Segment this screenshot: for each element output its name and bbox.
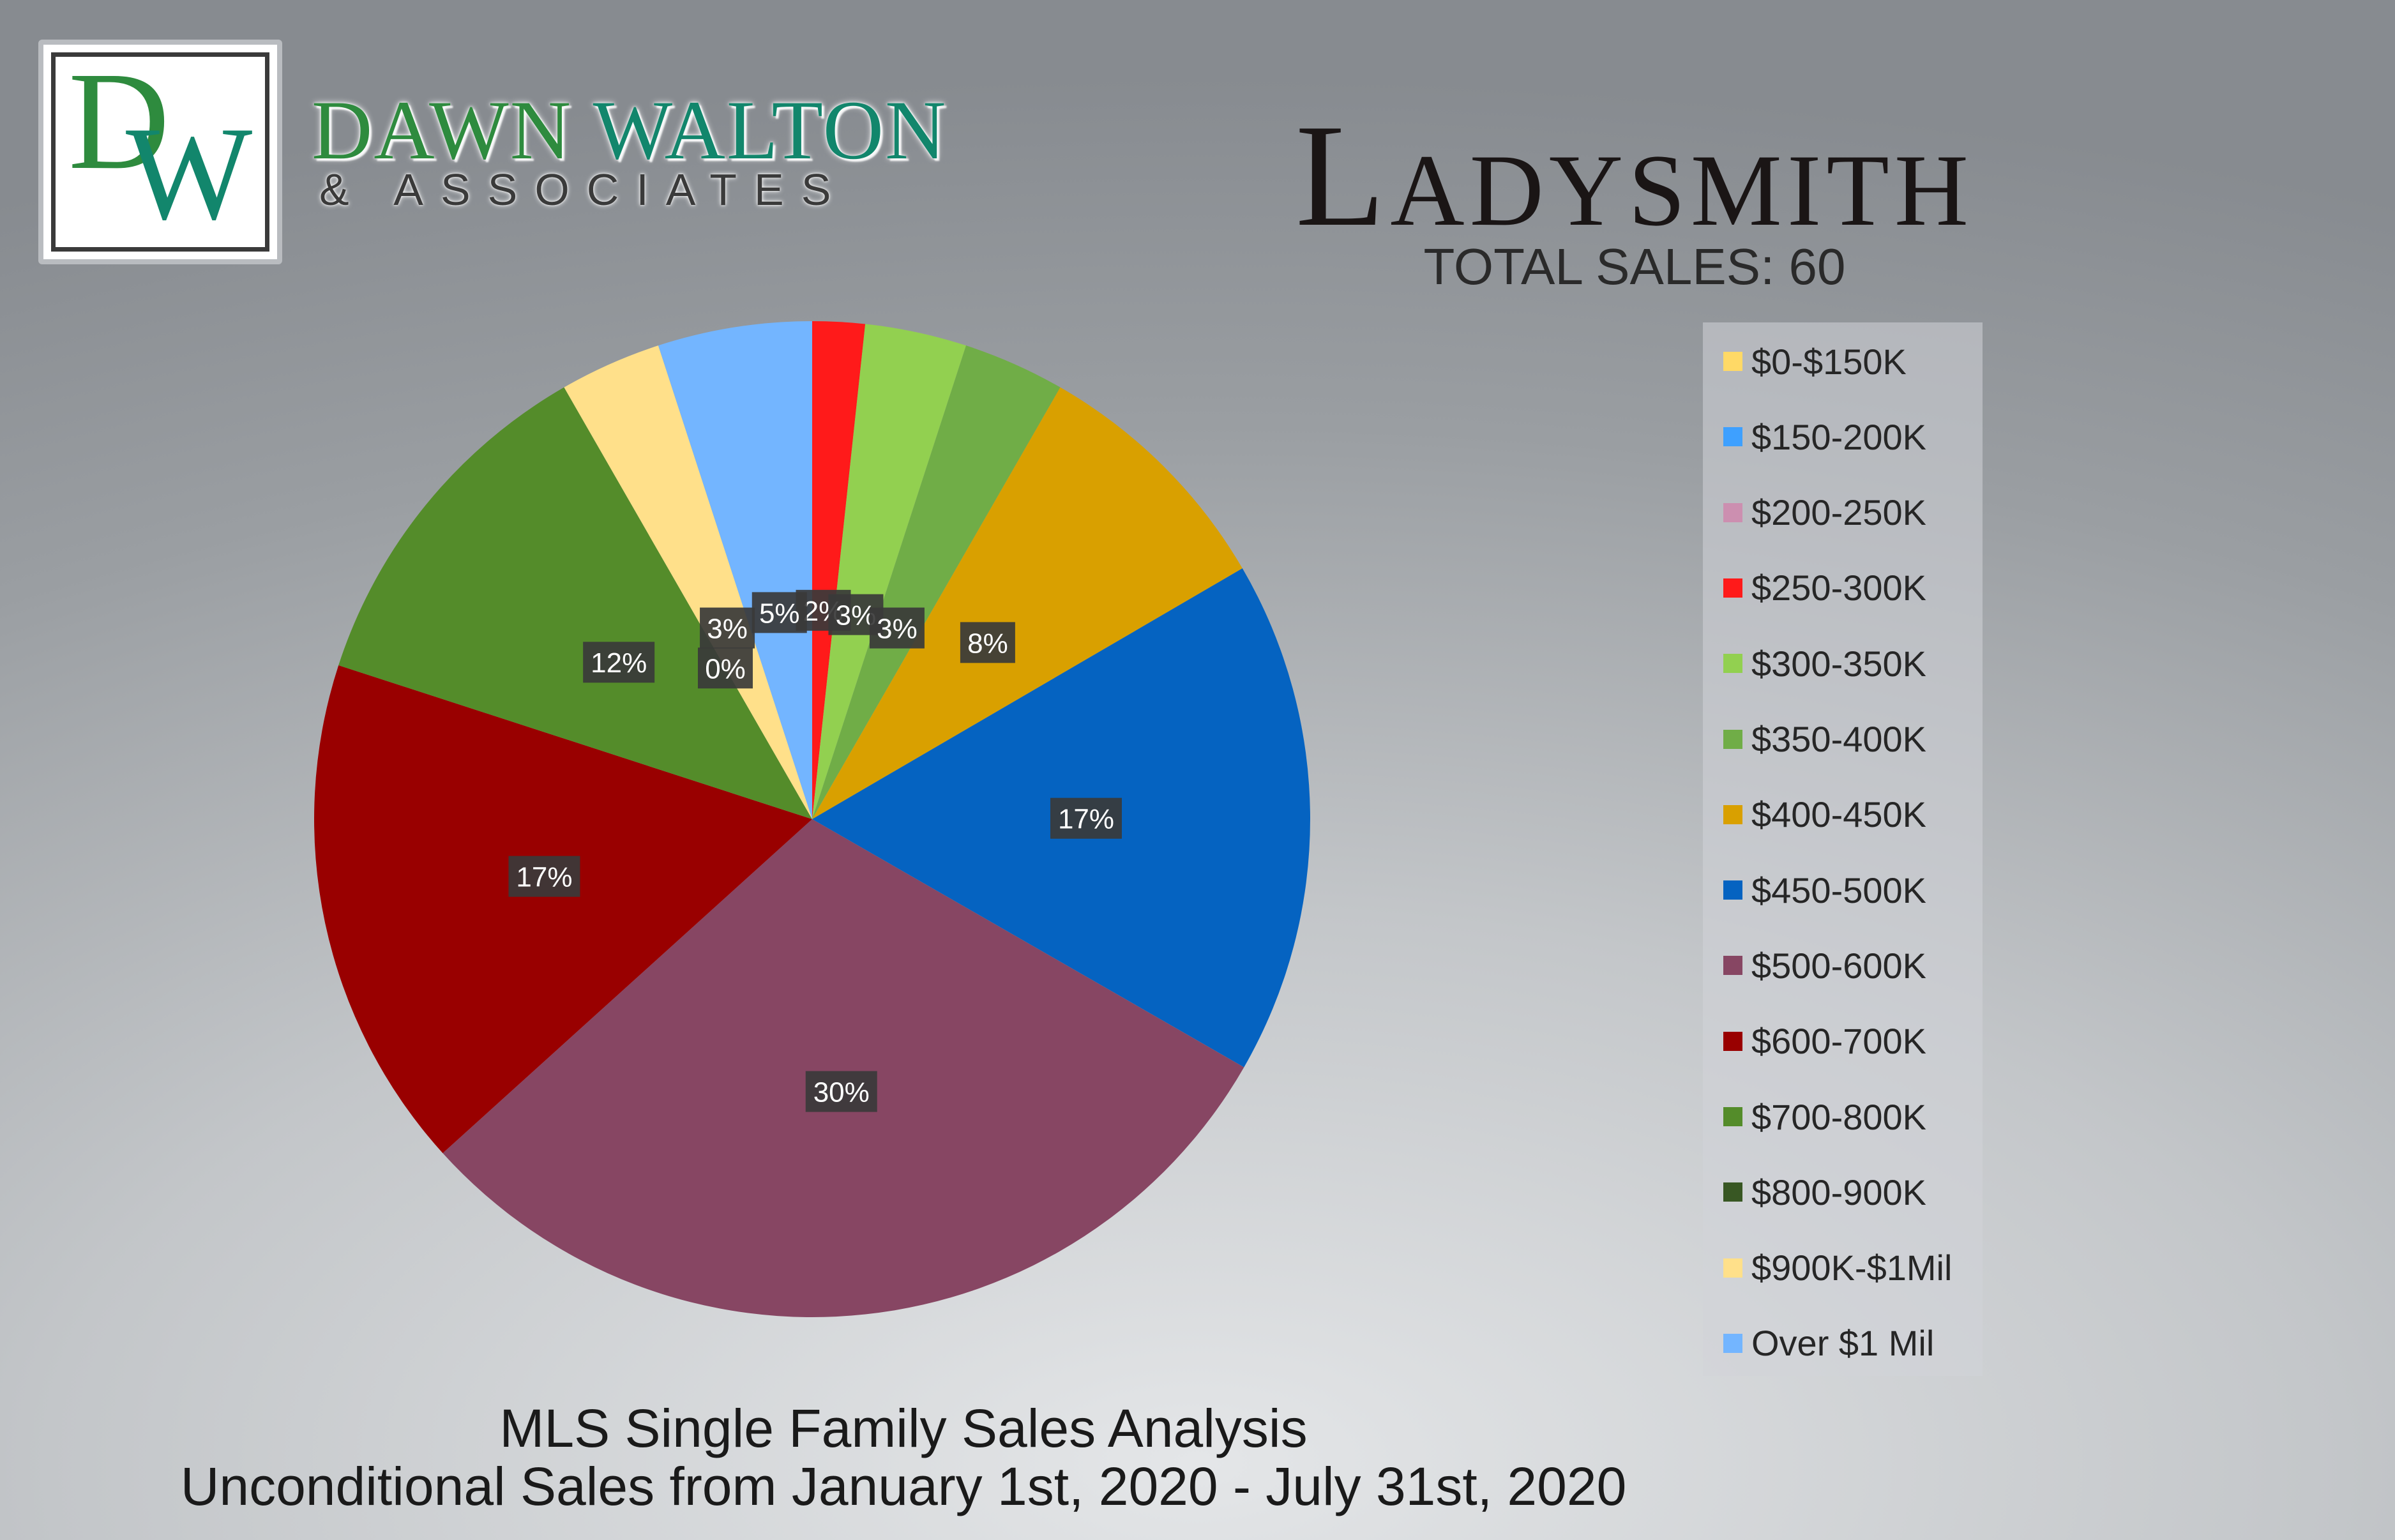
legend-item-700-800k: $700-800K bbox=[1723, 1094, 1926, 1139]
data-label-350-400k: 3% bbox=[869, 607, 925, 649]
legend-item-500-600k: $500-600K bbox=[1723, 943, 1926, 988]
pie-slice-300-350k bbox=[812, 324, 967, 819]
data-label-text: 12% bbox=[591, 647, 647, 679]
legend-swatch bbox=[1723, 352, 1742, 371]
data-label-text: 3% bbox=[836, 600, 877, 631]
legend-item-400-450k: $400-450K bbox=[1723, 792, 1926, 837]
legend-item-300-350k: $300-350K bbox=[1723, 641, 1926, 686]
data-label-text: 0% bbox=[705, 653, 746, 684]
data-label-700-800k: 12% bbox=[583, 642, 655, 683]
data-label-text: 17% bbox=[1058, 804, 1114, 835]
legend-label: $200-250K bbox=[1751, 492, 1927, 533]
legend-swatch bbox=[1723, 1182, 1742, 1202]
pie-slice-500-600k bbox=[442, 819, 1244, 1317]
data-label-text: 5% bbox=[759, 598, 800, 629]
data-label-500-600k: 30% bbox=[805, 1071, 877, 1112]
footer-title: MLS Single Family Sales Analysis bbox=[499, 1398, 1308, 1458]
legend-label: $800-900K bbox=[1751, 1172, 1927, 1212]
brand-tagline: & ASSOCIATES bbox=[319, 165, 849, 215]
pie-slice-400-450k bbox=[812, 387, 1243, 819]
legend-label: $700-800K bbox=[1751, 1096, 1927, 1137]
data-label-text: 17% bbox=[516, 862, 572, 893]
logo-monogram: D W bbox=[51, 52, 269, 252]
legend-swatch bbox=[1723, 654, 1742, 674]
legend-swatch bbox=[1723, 1333, 1742, 1353]
brand-name-last: WALTON bbox=[593, 83, 948, 177]
legend-swatch bbox=[1723, 1258, 1742, 1278]
legend-item-over-1-mil: Over $1 Mil bbox=[1723, 1321, 1934, 1366]
pie-slice-900k-1mil bbox=[564, 345, 812, 819]
chart-legend: $0-$150K $150-200K $200-250K $250-300K $300-… bbox=[1703, 322, 1983, 1376]
legend-item-250-300k: $250-300K bbox=[1723, 566, 1926, 610]
data-label-800-900k: 0% bbox=[697, 647, 753, 689]
data-label-600-700k: 17% bbox=[508, 856, 580, 897]
legend-label: $350-400K bbox=[1751, 719, 1927, 759]
pie-slice-350-400k bbox=[812, 345, 1061, 819]
total-sales: TOTAL SALES: 60 bbox=[1423, 238, 1846, 295]
data-label-box bbox=[697, 647, 753, 689]
legend-swatch bbox=[1723, 804, 1742, 824]
data-label-400-450k: 8% bbox=[960, 622, 1015, 663]
pie-slice-over-1-mil bbox=[658, 321, 812, 819]
logo-letter-w: W bbox=[126, 100, 253, 248]
legend-label: $400-450K bbox=[1751, 794, 1927, 835]
legend-swatch bbox=[1723, 880, 1742, 900]
legend-label: $150-200K bbox=[1751, 416, 1927, 457]
legend-swatch bbox=[1723, 956, 1742, 976]
data-label-450-500k: 17% bbox=[1050, 797, 1122, 839]
data-label-box bbox=[700, 607, 755, 649]
brand-name: DAWN WALTON bbox=[312, 88, 947, 172]
data-label-text: 3% bbox=[707, 614, 748, 645]
pie-slice-250-300k bbox=[812, 321, 866, 819]
data-label-box bbox=[508, 856, 580, 897]
legend-item-600-700k: $600-700K bbox=[1723, 1019, 1926, 1064]
legend-item-200-250k: $200-250K bbox=[1723, 490, 1926, 535]
legend-swatch bbox=[1723, 1107, 1742, 1126]
page-title: Ladysmith bbox=[1295, 94, 1974, 257]
data-label-over-1-mil: 5% bbox=[752, 592, 807, 633]
legend-item-450-500k: $450-500K bbox=[1723, 868, 1926, 912]
data-label-text: 3% bbox=[877, 614, 918, 645]
legend-label: $300-350K bbox=[1751, 643, 1927, 684]
data-label-box bbox=[960, 622, 1015, 663]
data-label-box bbox=[583, 642, 655, 683]
legend-label: $600-700K bbox=[1751, 1021, 1927, 1062]
legend-item-900k-1mil: $900K-$1Mil bbox=[1723, 1246, 1952, 1290]
legend-item-350-400k: $350-400K bbox=[1723, 717, 1926, 762]
legend-label: $900K-$1Mil bbox=[1751, 1248, 1953, 1288]
legend-swatch bbox=[1723, 502, 1742, 522]
legend-swatch bbox=[1723, 729, 1742, 749]
data-label-box bbox=[805, 1071, 877, 1112]
legend-swatch bbox=[1723, 1031, 1742, 1051]
data-label-900k-1mil: 3% bbox=[700, 607, 755, 649]
legend-item-150-200k: $150-200K bbox=[1723, 414, 1926, 459]
legend-label: $500-600K bbox=[1751, 945, 1927, 986]
legend-label: $450-500K bbox=[1751, 870, 1927, 910]
brand-logo: D W bbox=[38, 40, 282, 264]
logo-letter-d: D bbox=[68, 52, 170, 199]
legend-swatch bbox=[1723, 578, 1742, 598]
data-label-box bbox=[869, 607, 925, 649]
data-label-text: 30% bbox=[813, 1077, 870, 1108]
pie-slice-600-700k bbox=[314, 665, 812, 1154]
legend-label: $250-300K bbox=[1751, 568, 1927, 608]
data-label-text: 8% bbox=[967, 628, 1008, 659]
data-label-box bbox=[752, 592, 807, 633]
brand-name-first: DAWN bbox=[312, 83, 572, 177]
pie-slice-700-800k bbox=[338, 387, 812, 819]
legend-item-800-900k: $800-900K bbox=[1723, 1170, 1926, 1214]
data-label-box bbox=[1050, 797, 1122, 839]
footer-date-range: Unconditional Sales from January 1st, 20… bbox=[180, 1456, 1627, 1516]
legend-label: Over $1 Mil bbox=[1751, 1323, 1935, 1364]
legend-label: $0-$150K bbox=[1751, 341, 1907, 382]
legend-swatch bbox=[1723, 427, 1742, 447]
legend-item-0-150k: $0-$150K bbox=[1723, 339, 1907, 384]
